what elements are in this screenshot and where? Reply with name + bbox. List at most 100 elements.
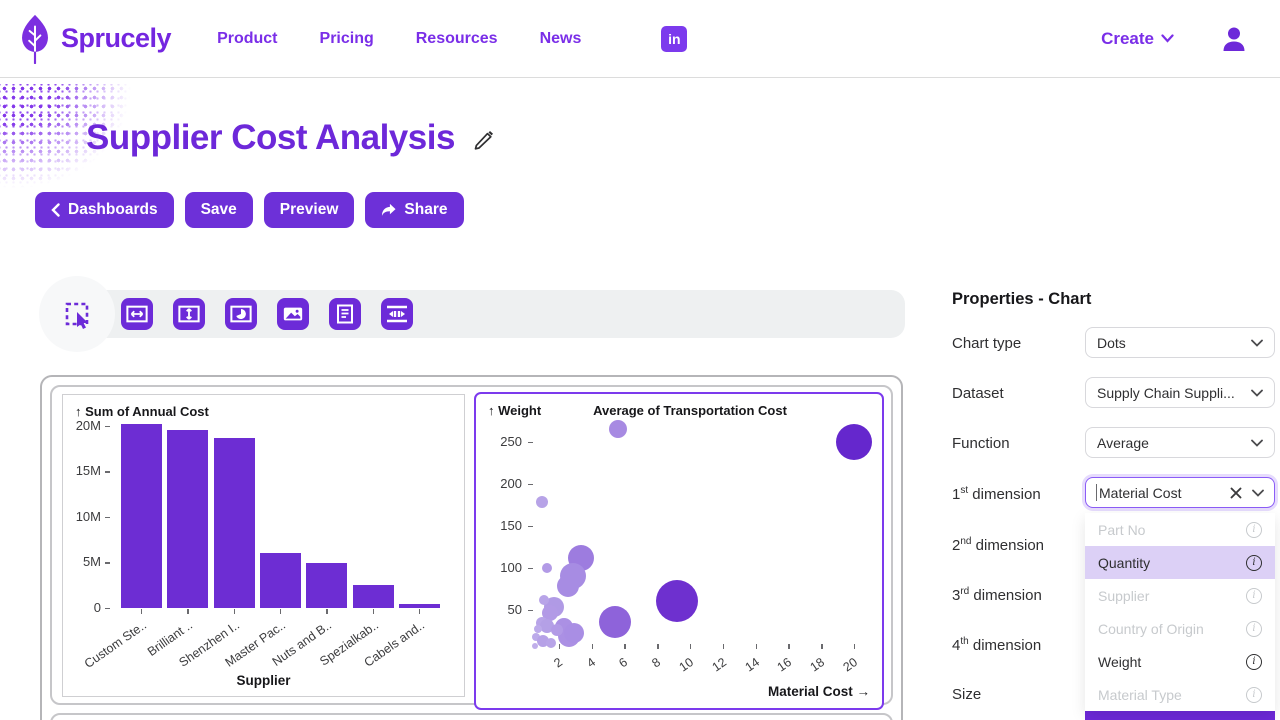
nav-link-news[interactable]: News <box>539 29 582 47</box>
bar[interactable] <box>213 438 255 608</box>
bar[interactable] <box>259 553 301 608</box>
add-chart-tool-button[interactable] <box>225 298 257 330</box>
dataset-label: Dataset <box>952 385 1004 402</box>
x-tick-mark <box>372 609 374 614</box>
bubble-point[interactable] <box>539 594 550 605</box>
bubble-point[interactable] <box>531 632 540 641</box>
x-tick-mark <box>854 644 856 649</box>
bubble-point[interactable] <box>534 625 543 634</box>
dropdown-option-part-no: Part No i <box>1085 513 1275 546</box>
share-button[interactable]: Share <box>365 192 464 228</box>
dimension-options-dropdown: Part No i Quantity i Supplier i Country of Ori… <box>1085 513 1275 711</box>
info-icon[interactable]: i <box>1246 521 1262 538</box>
clear-x-icon[interactable] <box>1230 487 1242 499</box>
chevron-down-icon <box>1251 389 1263 397</box>
horizontal-resize-tool-button[interactable] <box>121 298 153 330</box>
info-icon[interactable]: i <box>1246 686 1262 703</box>
nav-link-product[interactable]: Product <box>217 29 278 47</box>
brand-logo[interactable]: Sprucely <box>18 14 172 64</box>
x-tick-label: 2 <box>551 655 565 671</box>
dropdown-option-weight[interactable]: Weight i <box>1085 645 1275 678</box>
bubble-point[interactable] <box>541 604 558 621</box>
bubble-chart-title: Average of Transportation Cost <box>593 403 787 418</box>
chevron-down-icon <box>1251 439 1263 447</box>
dropdown-option-label: Weight <box>1098 653 1142 670</box>
dashboards-label: Dashboards <box>68 201 158 218</box>
create-menu[interactable]: Create <box>1101 29 1174 49</box>
nav-link-resources[interactable]: Resources <box>415 29 498 47</box>
add-text-tool-button[interactable] <box>329 298 361 330</box>
y-tick-label: 250 <box>500 434 522 449</box>
bubble-point[interactable] <box>608 419 627 438</box>
preview-button[interactable]: Preview <box>263 192 355 228</box>
x-tick-label: 4 <box>583 655 598 671</box>
share-label: Share <box>404 201 448 218</box>
bar-chart-y-axis-title: ↑ Sum of Annual Cost <box>75 404 209 419</box>
y-tick-label: 100 <box>500 560 522 575</box>
x-tick-mark <box>187 609 189 614</box>
share-arrow-icon <box>382 203 396 216</box>
bubble-chart-x-axis-title: Material Cost → <box>767 684 870 699</box>
dimension-1-value: Material Cost <box>1099 484 1182 501</box>
pie-chart-icon <box>230 305 252 323</box>
dropdown-option-supplier: Supplier i <box>1085 579 1275 612</box>
dimension-1-input[interactable]: Material Cost <box>1085 477 1275 508</box>
x-tick-mark <box>279 609 282 614</box>
dashboards-back-button[interactable]: Dashboards <box>35 192 174 228</box>
bubble-point[interactable] <box>836 424 872 460</box>
chart-type-value: Dots <box>1097 334 1126 351</box>
info-icon[interactable]: i <box>1246 554 1262 571</box>
dropdown-option-quantity[interactable]: Quantity i <box>1085 546 1275 579</box>
x-tick-mark <box>141 609 143 614</box>
bubble-point[interactable] <box>546 637 557 648</box>
add-image-tool-button[interactable] <box>277 298 309 330</box>
save-button[interactable]: Save <box>184 192 253 228</box>
function-select[interactable]: Average <box>1085 427 1275 458</box>
bubble-chart-widget-selected[interactable]: ↑ Weight Average of Transportation Cost … <box>474 392 884 710</box>
nav-link-pricing[interactable]: Pricing <box>319 29 374 47</box>
bubble-point[interactable] <box>540 618 555 633</box>
select-tool-button[interactable] <box>39 276 115 352</box>
text-caret <box>1096 484 1097 501</box>
bubble-point[interactable] <box>541 563 552 573</box>
info-icon[interactable]: i <box>1246 620 1262 637</box>
bar[interactable] <box>167 430 209 608</box>
user-account-icon[interactable] <box>1220 25 1248 53</box>
canvas-row-2[interactable] <box>50 713 893 720</box>
bubble-point[interactable] <box>655 579 698 622</box>
x-tick-label: 14 <box>742 655 762 675</box>
dropdown-option-label: Supplier <box>1098 587 1150 604</box>
bubble-point[interactable] <box>556 575 579 598</box>
bar[interactable] <box>398 604 440 608</box>
bar[interactable] <box>121 423 162 608</box>
bubble-point[interactable] <box>536 496 549 509</box>
vertical-resize-tool-button[interactable] <box>173 298 205 330</box>
linkedin-icon[interactable]: in <box>661 25 688 52</box>
bubble-point[interactable] <box>537 635 550 648</box>
dataset-select[interactable]: Supply Chain Suppli... <box>1085 377 1275 408</box>
dropdown-scroll-bar[interactable] <box>1085 711 1275 720</box>
bubble-point[interactable] <box>599 605 632 638</box>
bubble-point[interactable] <box>551 624 564 637</box>
text-document-icon <box>337 304 353 324</box>
brand-name: Sprucely <box>61 23 172 53</box>
distribute-horizontal-tool-button[interactable] <box>381 298 413 330</box>
chart-type-label: Chart type <box>952 335 1022 352</box>
dropdown-option-material-type: Material Type i <box>1085 678 1275 711</box>
bar-chart-widget[interactable]: ↑ Sum of Annual Cost Custom Ste.. Brillia… <box>62 394 465 697</box>
chevron-down-icon[interactable] <box>1252 489 1264 497</box>
bubble-point[interactable] <box>564 622 585 643</box>
x-tick-label: 6 <box>616 655 631 671</box>
bubble-point[interactable] <box>532 643 539 650</box>
info-icon[interactable]: i <box>1246 587 1262 604</box>
edit-title-pencil-icon[interactable] <box>473 129 494 150</box>
x-tick-label: 20 <box>840 655 861 675</box>
info-icon[interactable]: i <box>1246 653 1262 670</box>
chevron-down-icon <box>1161 34 1174 43</box>
bar[interactable] <box>306 563 348 608</box>
y-tick-label: 0 <box>93 600 101 615</box>
bar[interactable] <box>352 585 394 608</box>
chart-type-select[interactable]: Dots <box>1085 327 1275 358</box>
dimension-1-label: 1st dimension <box>952 485 1041 503</box>
